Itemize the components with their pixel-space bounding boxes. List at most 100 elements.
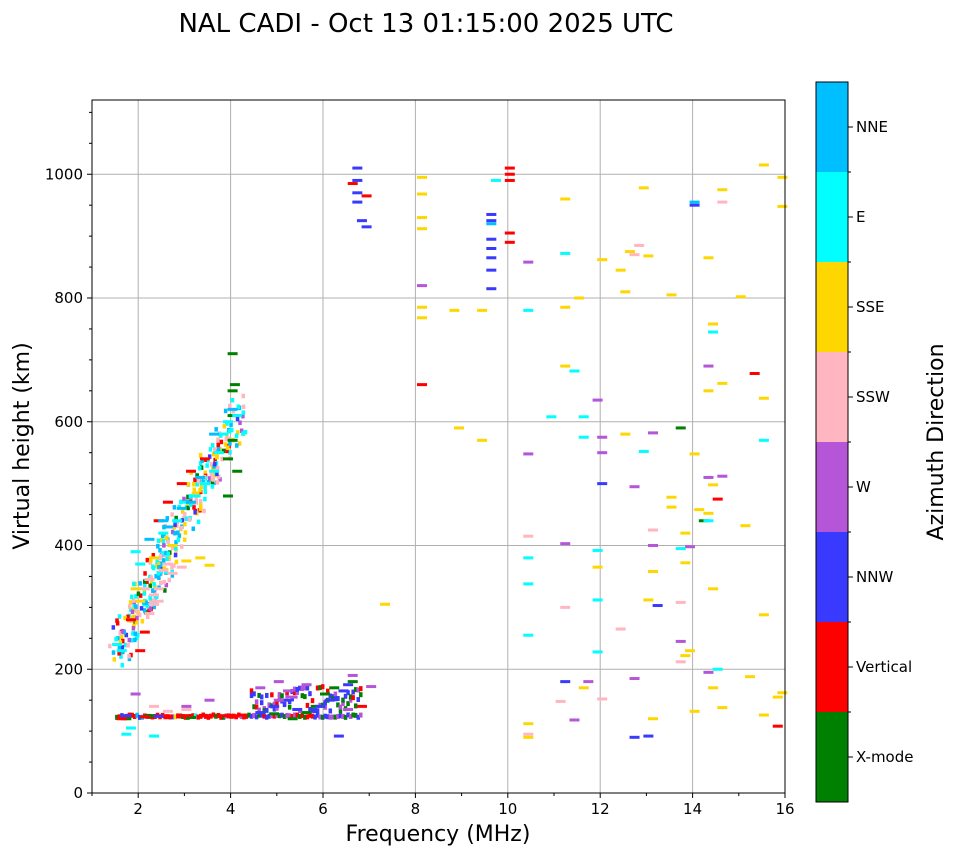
point-vertical-9 [139, 715, 150, 719]
f-trace-mark [182, 496, 186, 502]
e-trace-mark [262, 708, 266, 714]
point-w-18 [597, 451, 608, 455]
point-e-31 [708, 330, 719, 334]
point-w-16 [592, 398, 603, 402]
point-nnw-29 [560, 680, 571, 684]
f-trace-mark [220, 456, 224, 462]
e-trace-mark [280, 693, 284, 699]
f-trace-mark [119, 635, 124, 640]
point-vertical-11 [181, 714, 192, 718]
point-nnw-15 [652, 604, 663, 608]
f-trace-mark [175, 523, 179, 528]
e-trace-mark [292, 712, 297, 718]
f-trace-mark [180, 518, 185, 523]
point-nne-1 [158, 519, 169, 523]
e-trace-mark [338, 713, 343, 719]
e-trace-mark [295, 689, 300, 695]
point-sse-28 [620, 290, 631, 294]
point-vertical-8 [116, 717, 127, 721]
e-trace-mark [313, 707, 317, 713]
point-e-19 [523, 582, 534, 586]
e-trace-mark [290, 696, 294, 702]
f-trace-mark [198, 506, 203, 512]
colorbar-tick-label: Vertical [856, 658, 912, 676]
f-trace-mark [212, 447, 217, 452]
point-w-4 [301, 683, 312, 687]
colorbar-tick-label: E [856, 208, 865, 226]
point-nnw-16 [689, 203, 700, 207]
point-nnw-4 [356, 219, 367, 223]
point-sse-2 [149, 556, 160, 560]
point-sse-13 [417, 316, 428, 320]
e-trace-mark [343, 714, 348, 720]
y-axis-label: Virtual height (km) [10, 342, 35, 549]
f-trace-mark [149, 579, 154, 584]
point-sse-4 [181, 559, 192, 563]
e-trace-mark [196, 714, 200, 720]
e-trace-mark [267, 713, 272, 719]
e-trace-mark [338, 704, 343, 710]
point-w-13 [560, 542, 571, 546]
f-trace-mark [228, 450, 232, 455]
f-trace-mark [116, 636, 120, 641]
f-trace-mark [194, 496, 199, 502]
point-sse-34 [648, 569, 659, 573]
e-trace-mark [201, 712, 205, 718]
point-w-24 [684, 545, 695, 549]
f-trace-mark [205, 463, 209, 468]
f-trace-mark [148, 583, 152, 589]
point-sse-39 [680, 561, 691, 565]
e-trace-mark [320, 684, 325, 690]
x-axis-ticks: 2 4 6 8 10 12 14 16 [91, 793, 795, 818]
f-trace-mark [108, 643, 112, 649]
point-sse-60 [777, 175, 788, 179]
f-trace-mark [156, 562, 161, 567]
e-trace-mark [254, 714, 259, 720]
f-trace-mark [157, 564, 161, 570]
point-e-13 [232, 414, 243, 418]
e-trace-mark [173, 714, 178, 720]
f-trace-mark [213, 457, 217, 463]
f-trace-mark [124, 632, 129, 638]
point-ssw-10 [153, 587, 164, 591]
point-ssw-17 [615, 627, 626, 631]
f-trace-mark [213, 461, 217, 467]
f-trace-mark [177, 533, 182, 538]
e-trace-mark [135, 712, 139, 718]
point-sse-38 [666, 505, 677, 509]
point-nne-9 [689, 200, 700, 204]
colorbar-tick-label: W [856, 478, 871, 496]
f-trace-mark [117, 651, 121, 656]
f-trace-mark [198, 503, 203, 508]
e-trace-mark [318, 714, 322, 720]
f-trace-mark [149, 575, 154, 580]
point-e-20 [523, 633, 534, 637]
point-w-12 [523, 452, 534, 456]
f-trace-mark [186, 482, 191, 487]
f-trace-mark [174, 515, 178, 521]
e-trace-mark [308, 707, 312, 713]
e-trace-mark [254, 699, 259, 705]
f-trace-mark [155, 559, 159, 565]
point-e-23 [578, 415, 589, 419]
f-trace-mark [225, 421, 229, 426]
point-e-33 [758, 438, 769, 442]
point-e-8 [199, 482, 210, 486]
point-sse-36 [666, 293, 677, 297]
f-trace-mark [132, 623, 136, 629]
point-sse-3 [167, 544, 178, 547]
e-trace-mark [346, 701, 350, 707]
point-e-15 [125, 726, 136, 730]
point-nnw-0 [352, 166, 363, 170]
e-trace-mark [336, 696, 340, 702]
point-ssw-14 [523, 534, 534, 538]
f-trace-mark [203, 489, 208, 495]
point-sse-12 [417, 305, 428, 309]
point-e-7 [190, 494, 201, 498]
f-trace-mark [153, 584, 157, 589]
e-trace-mark [303, 694, 307, 700]
e-trace-mark [305, 714, 310, 720]
e-trace-mark [198, 713, 203, 719]
point-w-26 [703, 475, 714, 479]
e-trace-mark [137, 714, 142, 720]
